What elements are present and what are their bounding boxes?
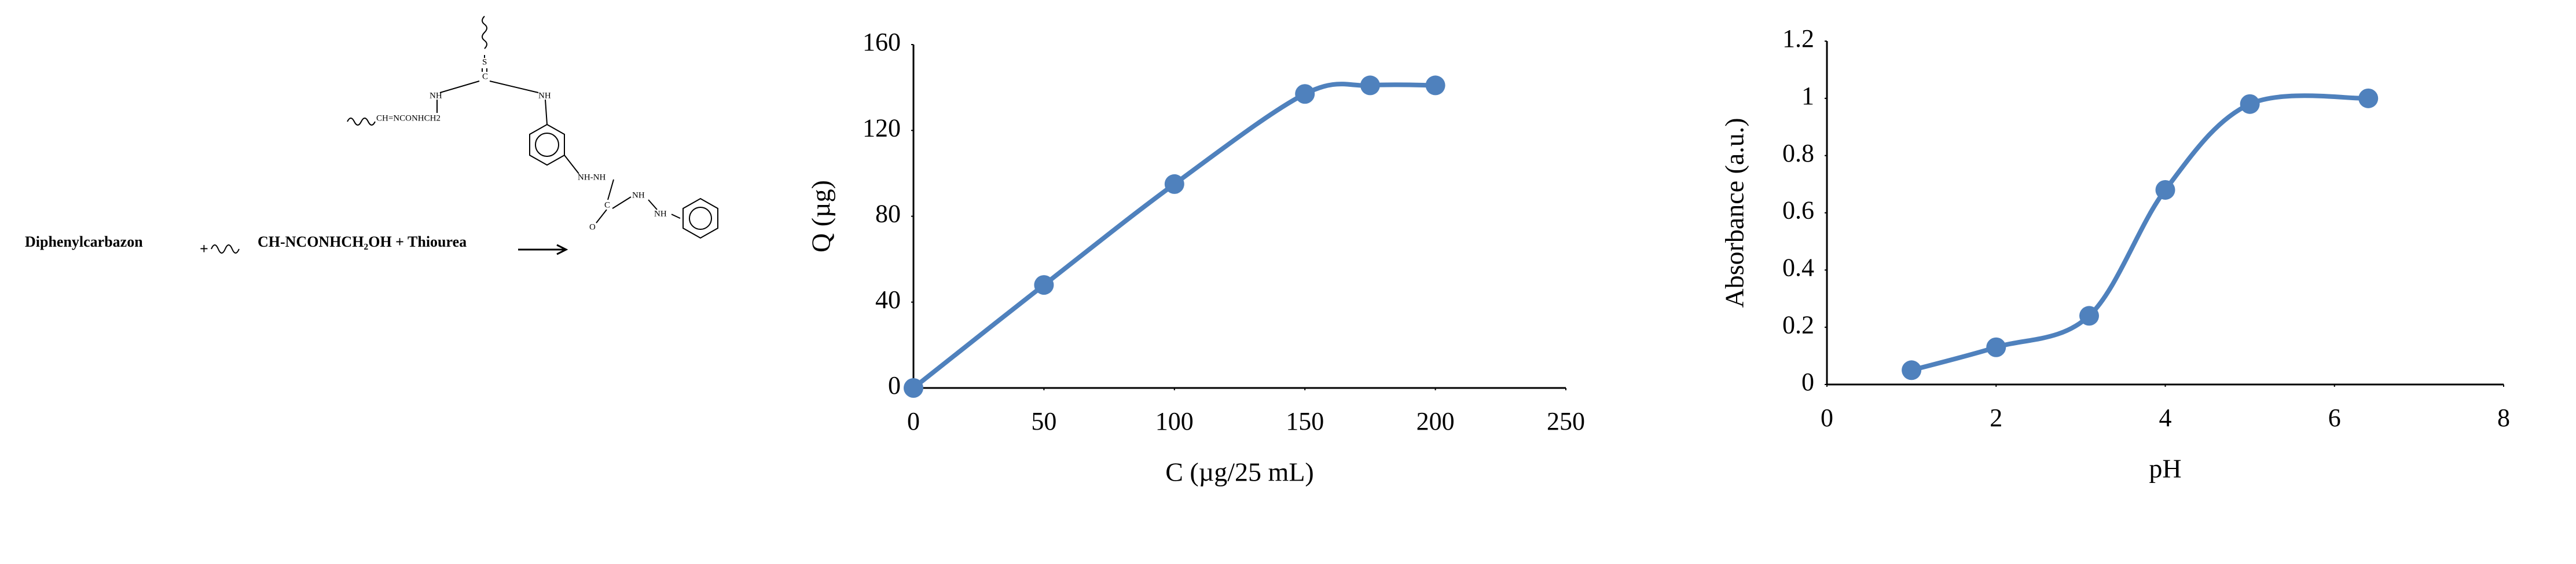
label: C [604,200,610,210]
reagent: Diphenylcarbazon [25,233,143,250]
y-tick-label: 0.2 [1782,310,1814,339]
bonds [436,55,548,125]
wavy-bond [211,244,240,254]
y-tick-label: 40 [875,285,901,314]
label: NH [654,209,667,218]
label: CH=NCONHCH2 [376,113,441,123]
wavy-bond [347,118,376,126]
benzene-ring [529,123,565,166]
x-tick-label: 6 [2328,404,2341,432]
series-line [912,82,1436,390]
label: NH [538,91,551,100]
data-point [2358,88,2379,108]
data-point [2240,94,2260,114]
x-tick-label: 0 [907,407,920,435]
data-point [2155,180,2175,200]
reaction-scheme: Diphenylcarbazon + CH-NCONHCH₂OH + Thiou… [25,16,718,257]
arrow [518,244,568,255]
x-tick-label: 0 [1821,404,1833,432]
x-tick-label: 150 [1286,407,1324,435]
y-tick-label: 0.8 [1782,139,1814,167]
y-tick-label: 80 [875,200,901,228]
benzene-ring [682,197,718,239]
label: NH-NH [578,173,606,182]
label: O [589,222,596,232]
label: NH [632,191,645,200]
x-axis-title: pH [2149,454,2181,484]
x-tick-label: 2 [1990,404,2002,432]
data-point [1902,360,1922,380]
reaction: CH-NCONHCH₂OH + Thiourea [258,233,467,250]
x-tick-label: 4 [2159,404,2172,432]
plus: + [200,240,208,257]
y-tick-label: 0 [1801,368,1814,396]
y-tick-label: 1.2 [1782,24,1814,53]
data-point [1986,337,2006,357]
data-point [1295,84,1315,104]
label: S [482,57,487,67]
y-tick-label: 0 [888,371,901,400]
x-tick-label: 8 [2497,404,2510,432]
label: C [482,72,488,81]
data-point [2079,306,2099,326]
y-tick-label: 120 [863,113,901,142]
y-axis-title: Q (µg) [806,180,836,252]
label: NH [430,91,442,100]
series-line [1911,93,2369,373]
bonds [564,155,681,224]
data-point [1425,75,1445,96]
x-axis-title: C (µg/25 mL) [1165,457,1313,487]
x-tick-label: 250 [1547,407,1585,435]
benzene-ring [535,133,559,157]
benzene-ring [689,207,712,230]
wavy-bond [482,16,487,49]
x-tick-label: 200 [1417,407,1455,435]
y-tick-label: 0.6 [1782,196,1814,225]
data-point [904,378,923,398]
x-tick-label: 100 [1155,407,1194,435]
x-tick-label: 50 [1031,407,1056,435]
y-axis-title: Absorbance (a.u.) [1720,118,1749,307]
data-point [1164,174,1184,194]
y-tick-label: 0.4 [1782,253,1814,281]
y-tick-label: 1 [1801,82,1814,110]
data-point [1034,275,1054,295]
y-tick-label: 160 [863,28,901,56]
data-point [1360,75,1380,96]
